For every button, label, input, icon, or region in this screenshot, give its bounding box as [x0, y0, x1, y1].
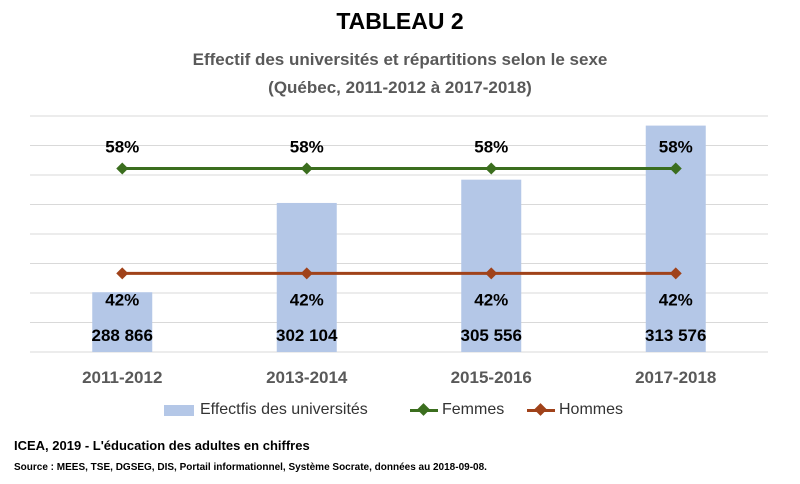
- bar: [645, 125, 706, 352]
- x-axis-ticks: 2011-2012 2013-2014 2015-2016 2017-2018: [82, 368, 716, 387]
- legend-line-hommes: [527, 403, 555, 416]
- source-line2: Source : MEES, TSE, DGSEG, DIS, Portail …: [14, 462, 487, 473]
- label-femmes: 58%: [659, 137, 693, 156]
- bar-value-label: 313 576: [645, 326, 706, 345]
- label-femmes: 58%: [290, 137, 324, 156]
- bar: [461, 179, 522, 352]
- data-labels: 288 866 302 104 305 556 313 576 58% 58% 58% 58%…: [92, 137, 707, 345]
- source-line1: ICEA, 2019 - L'éducation des adultes en …: [14, 438, 310, 453]
- marker-femmes: [485, 162, 498, 175]
- marker-hommes: [300, 267, 313, 280]
- label-hommes: 42%: [105, 290, 139, 309]
- line-series: [116, 162, 682, 280]
- bar-value-label: 302 104: [276, 326, 338, 345]
- legend: Effectfis des universités Femmes Hommes: [0, 401, 800, 421]
- x-tick-label: 2017-2018: [635, 368, 716, 387]
- marker-hommes: [669, 267, 682, 280]
- label-hommes: 42%: [659, 290, 693, 309]
- label-femmes: 58%: [474, 137, 508, 156]
- marker-hommes: [116, 267, 129, 280]
- chart-subtitle-line2: (Québec, 2011-2012 à 2017-2018): [268, 78, 532, 97]
- legend-item-hommes: Hommes: [527, 401, 623, 419]
- bar-value-label: 288 866: [92, 326, 153, 345]
- chart-svg: 288 866 302 104 305 556 313 576 58% 58% 58% 58%…: [30, 115, 768, 387]
- bar-series: [92, 125, 706, 352]
- legend-item-bars: Effectfis des universités: [164, 401, 368, 419]
- marker-femmes: [300, 162, 313, 175]
- bar: [92, 292, 153, 352]
- legend-label-femmes: Femmes: [442, 401, 505, 418]
- label-hommes: 42%: [474, 290, 508, 309]
- label-hommes: 42%: [290, 290, 324, 309]
- chart-title: TABLEAU 2: [336, 8, 464, 34]
- legend-swatch-bars: [164, 404, 194, 416]
- bar-value-label: 305 556: [461, 326, 522, 345]
- marker-femmes: [669, 162, 682, 175]
- label-femmes: 58%: [105, 137, 139, 156]
- marker-femmes: [116, 162, 129, 175]
- legend-item-femmes: Femmes: [410, 401, 504, 419]
- chart-subtitle-line1: Effectif des universités et répartitions…: [192, 50, 608, 69]
- x-tick-label: 2015-2016: [451, 368, 532, 387]
- x-tick-label: 2013-2014: [266, 368, 348, 387]
- x-tick-label: 2011-2012: [82, 368, 162, 387]
- marker-hommes: [485, 267, 498, 280]
- legend-line-femmes: [410, 403, 438, 416]
- legend-label-bars: Effectfis des universités: [200, 401, 368, 418]
- legend-label-hommes: Hommes: [559, 401, 624, 418]
- gridlines: [30, 115, 768, 353]
